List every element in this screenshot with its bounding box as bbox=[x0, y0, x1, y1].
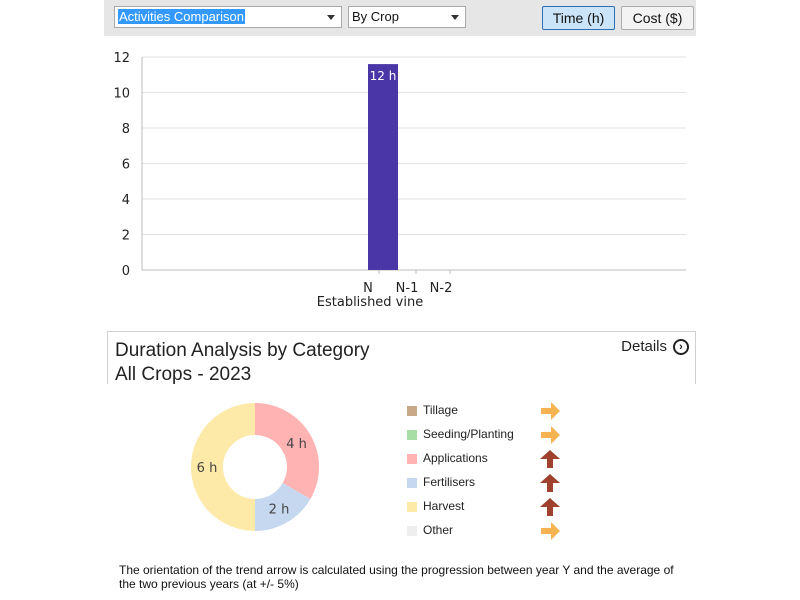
donut-slice-fertilisers[interactable] bbox=[255, 483, 311, 531]
chart-bars: 12 h bbox=[368, 64, 398, 270]
legend-item-seeding-planting: Seeding/Planting bbox=[407, 425, 567, 449]
y-tick-label: 2 bbox=[122, 229, 130, 244]
legend-item-tillage: Tillage bbox=[407, 401, 567, 425]
group-select[interactable]: By Crop bbox=[348, 6, 466, 28]
group-select-value: By Crop bbox=[352, 9, 399, 24]
legend-label: Harvest bbox=[423, 499, 465, 513]
arrow-up-icon bbox=[540, 498, 560, 516]
legend-swatch bbox=[407, 502, 417, 512]
time-button[interactable]: Time (h) bbox=[542, 6, 615, 30]
arrow-right-icon bbox=[541, 426, 560, 444]
y-tick-label: 12 bbox=[113, 51, 130, 66]
bar-data-label: 12 h bbox=[370, 69, 397, 83]
duration-analysis-card: Duration Analysis by Category All Crops … bbox=[107, 331, 696, 385]
x-tick-label: N-1 bbox=[396, 281, 419, 296]
x-axis-ticks: N N-1 N-2 bbox=[363, 270, 452, 296]
legend-swatch bbox=[407, 406, 417, 416]
legend-label: Tillage bbox=[423, 403, 458, 417]
legend-swatch bbox=[407, 478, 417, 488]
legend-item-applications: Applications bbox=[407, 449, 567, 473]
legend-label: Fertilisers bbox=[423, 475, 476, 489]
chevron-right-circle-icon: › bbox=[673, 338, 689, 355]
donut-slices bbox=[191, 403, 319, 531]
donut-labels: 4 h 2 h 6 h bbox=[197, 437, 307, 518]
report-select[interactable]: Activities Comparison bbox=[114, 6, 342, 28]
arrow-right-icon bbox=[541, 402, 560, 420]
card-subtitle: All Crops - 2023 bbox=[115, 364, 252, 385]
x-tick-label: N bbox=[363, 281, 373, 296]
bar-N[interactable] bbox=[368, 64, 398, 270]
legend-item-fertilisers: Fertilisers bbox=[407, 473, 567, 497]
legend-swatch bbox=[407, 526, 417, 536]
bar-chart: 0 2 4 6 8 10 12 12 h N N-1 N-2 Established vine bbox=[113, 51, 686, 310]
legend-label: Seeding/Planting bbox=[423, 427, 514, 441]
chart-grid bbox=[141, 56, 686, 271]
report-select-value: Activities Comparison bbox=[118, 9, 245, 24]
donut-slice-harvest[interactable] bbox=[191, 403, 255, 531]
legend-item-other: Other bbox=[407, 521, 567, 545]
donut-slice-applications[interactable] bbox=[255, 403, 319, 499]
y-tick-label: 4 bbox=[122, 193, 130, 208]
cost-button[interactable]: Cost ($) bbox=[621, 6, 694, 30]
x-tick-label: N-2 bbox=[430, 281, 453, 296]
chevron-down-icon bbox=[327, 15, 335, 20]
y-tick-label: 0 bbox=[122, 264, 130, 279]
x-axis-label: Established vine bbox=[317, 295, 423, 310]
trend-footnote: The orientation of the trend arrow is ca… bbox=[119, 563, 674, 591]
donut-slice-label: 2 h bbox=[269, 503, 290, 518]
y-tick-label: 10 bbox=[113, 87, 130, 102]
details-label: Details bbox=[621, 338, 667, 355]
chevron-down-icon bbox=[451, 15, 459, 20]
category-legend: Tillage Seeding/Planting Applications Ferti… bbox=[407, 401, 567, 545]
y-tick-label: 8 bbox=[122, 122, 130, 137]
arrow-right-icon bbox=[541, 522, 560, 540]
legend-swatch bbox=[407, 454, 417, 464]
arrow-up-icon bbox=[540, 474, 560, 492]
y-axis-ticks: 0 2 4 6 8 10 12 bbox=[113, 51, 130, 279]
donut-slice-label: 4 h bbox=[286, 437, 307, 452]
arrow-up-icon bbox=[540, 450, 560, 468]
toolbar: Activities Comparison By Crop Time (h) C… bbox=[104, 0, 696, 36]
duration-donut-chart: 4 h 2 h 6 h bbox=[191, 403, 319, 531]
legend-item-harvest: Harvest bbox=[407, 497, 567, 521]
donut-slice-label: 6 h bbox=[197, 461, 218, 476]
card-title: Duration Analysis by Category bbox=[115, 340, 370, 361]
details-link[interactable]: Details › bbox=[621, 338, 689, 355]
legend-swatch bbox=[407, 430, 417, 440]
legend-label: Applications bbox=[423, 451, 488, 465]
legend-label: Other bbox=[423, 523, 454, 537]
y-tick-label: 6 bbox=[122, 158, 130, 173]
